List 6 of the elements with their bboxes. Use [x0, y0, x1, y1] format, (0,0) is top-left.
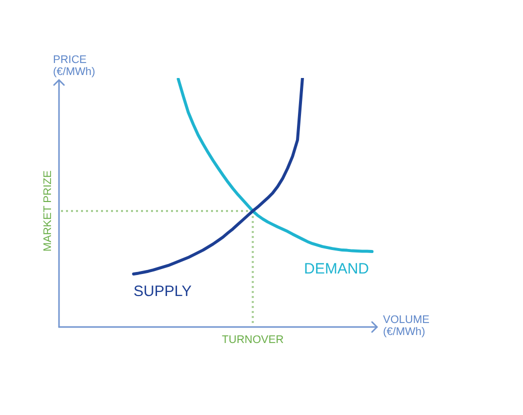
- ref-line-label: MARKET PRIZE: [42, 170, 54, 252]
- series-label: DEMAND: [304, 260, 370, 278]
- x-axis-title: VOLUME (€/MWh): [383, 314, 430, 338]
- series-label: SUPPLY: [134, 283, 192, 300]
- text: TURNOVER: [222, 334, 284, 346]
- y-axis-title: PRICE (€/MWh): [53, 54, 96, 78]
